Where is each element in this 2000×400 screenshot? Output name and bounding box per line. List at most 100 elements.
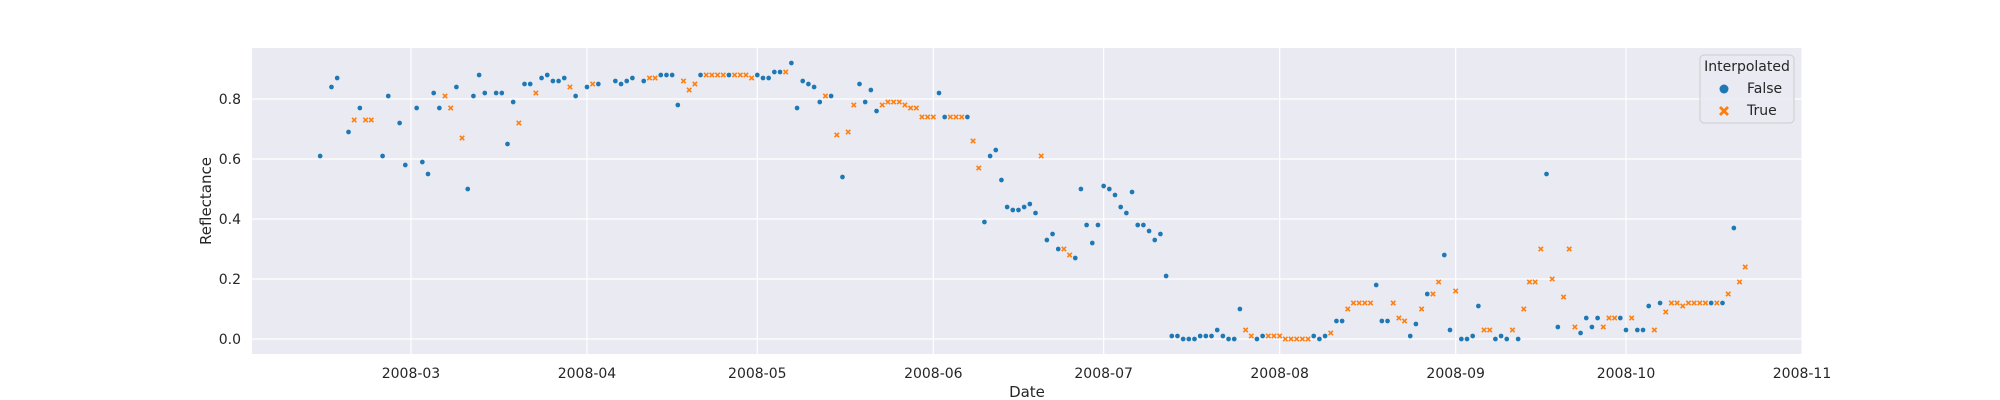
point-false <box>1475 303 1482 309</box>
point-true <box>1282 336 1289 342</box>
y-axis-label: Reflectance <box>197 157 215 245</box>
point-false <box>612 78 619 84</box>
point-false <box>862 99 868 105</box>
x-tick-label: 2008-04 <box>558 366 617 382</box>
point-true <box>1526 279 1533 285</box>
point-false <box>1254 336 1260 342</box>
point-false <box>379 153 386 159</box>
point-false <box>1100 183 1107 189</box>
point-true <box>362 117 369 123</box>
point-false <box>1640 327 1646 333</box>
point-false <box>1645 303 1652 309</box>
point-false <box>595 81 602 87</box>
point-true <box>748 75 755 81</box>
point-true <box>1288 336 1294 342</box>
point-true <box>368 117 374 123</box>
point-false <box>1117 204 1124 210</box>
point-false <box>760 75 766 81</box>
point-false <box>1492 336 1499 342</box>
point-false <box>1055 246 1062 252</box>
point-false <box>521 81 528 87</box>
point-true <box>1293 336 1300 342</box>
point-true <box>720 72 727 78</box>
point-true <box>975 165 982 171</box>
point-false <box>1146 228 1152 234</box>
point-false <box>1231 336 1238 342</box>
point-true <box>907 105 914 111</box>
point-false <box>1339 318 1345 324</box>
point-false <box>1004 204 1010 210</box>
point-true <box>1742 264 1748 270</box>
point-false <box>1203 333 1209 339</box>
point-true <box>1714 300 1720 306</box>
point-false <box>1316 336 1323 342</box>
point-false <box>396 120 403 126</box>
legend-label-true: True <box>1746 103 1777 119</box>
data-points <box>317 60 1748 342</box>
x-tick-label: 2008-08 <box>1250 366 1309 382</box>
point-false <box>1134 222 1141 228</box>
point-false <box>561 75 568 81</box>
x-tick-label: 2008-07 <box>1074 366 1133 382</box>
point-false <box>1032 210 1039 216</box>
point-true <box>589 81 596 87</box>
point-false <box>623 78 630 84</box>
point-true <box>851 102 857 108</box>
point-true <box>1356 300 1362 306</box>
point-false <box>1719 300 1726 306</box>
point-false <box>1197 333 1203 339</box>
point-true <box>1242 327 1249 333</box>
point-false <box>1657 300 1663 306</box>
y-tick-label: 0.4 <box>219 212 241 228</box>
point-false <box>657 72 664 78</box>
point-false <box>385 93 392 99</box>
point-true <box>447 105 454 111</box>
point-true <box>1486 327 1493 333</box>
point-false <box>470 93 477 99</box>
point-true <box>1628 315 1635 321</box>
point-true <box>1299 336 1306 342</box>
point-true <box>1691 300 1697 306</box>
point-true <box>1271 333 1277 339</box>
legend-label-false: False <box>1747 81 1782 97</box>
point-true <box>958 114 965 120</box>
point-false <box>1151 237 1158 243</box>
point-true <box>913 105 920 111</box>
point-true <box>692 81 698 87</box>
point-true <box>1521 306 1527 312</box>
point-false <box>1191 336 1198 342</box>
point-false <box>1049 231 1056 237</box>
point-true <box>953 114 959 120</box>
legend-marker-false <box>1719 84 1729 94</box>
point-false <box>1424 291 1431 297</box>
point-true <box>1674 300 1680 306</box>
point-true <box>1066 252 1073 258</box>
point-false <box>1078 186 1084 192</box>
point-false <box>1583 315 1590 321</box>
point-false <box>1543 171 1550 177</box>
point-true <box>1430 291 1436 297</box>
point-true <box>782 69 789 75</box>
x-tick-label: 2008-03 <box>382 366 441 382</box>
point-true <box>731 72 738 78</box>
point-false <box>1072 255 1079 261</box>
point-true <box>1532 279 1538 285</box>
point-true <box>686 87 692 93</box>
point-true <box>709 72 715 78</box>
point-true <box>1327 330 1334 336</box>
point-false <box>544 72 551 78</box>
point-false <box>1634 327 1641 333</box>
point-false <box>1731 225 1737 231</box>
point-true <box>1611 315 1618 321</box>
point-false <box>1310 333 1317 339</box>
point-true <box>1662 309 1669 315</box>
point-true <box>1509 327 1516 333</box>
point-false <box>430 90 437 96</box>
point-false <box>788 60 795 66</box>
point-true <box>703 72 709 78</box>
point-false <box>771 69 778 75</box>
point-false <box>1458 336 1465 342</box>
point-true <box>1697 300 1703 306</box>
point-true <box>1265 333 1272 339</box>
point-true <box>646 75 653 81</box>
